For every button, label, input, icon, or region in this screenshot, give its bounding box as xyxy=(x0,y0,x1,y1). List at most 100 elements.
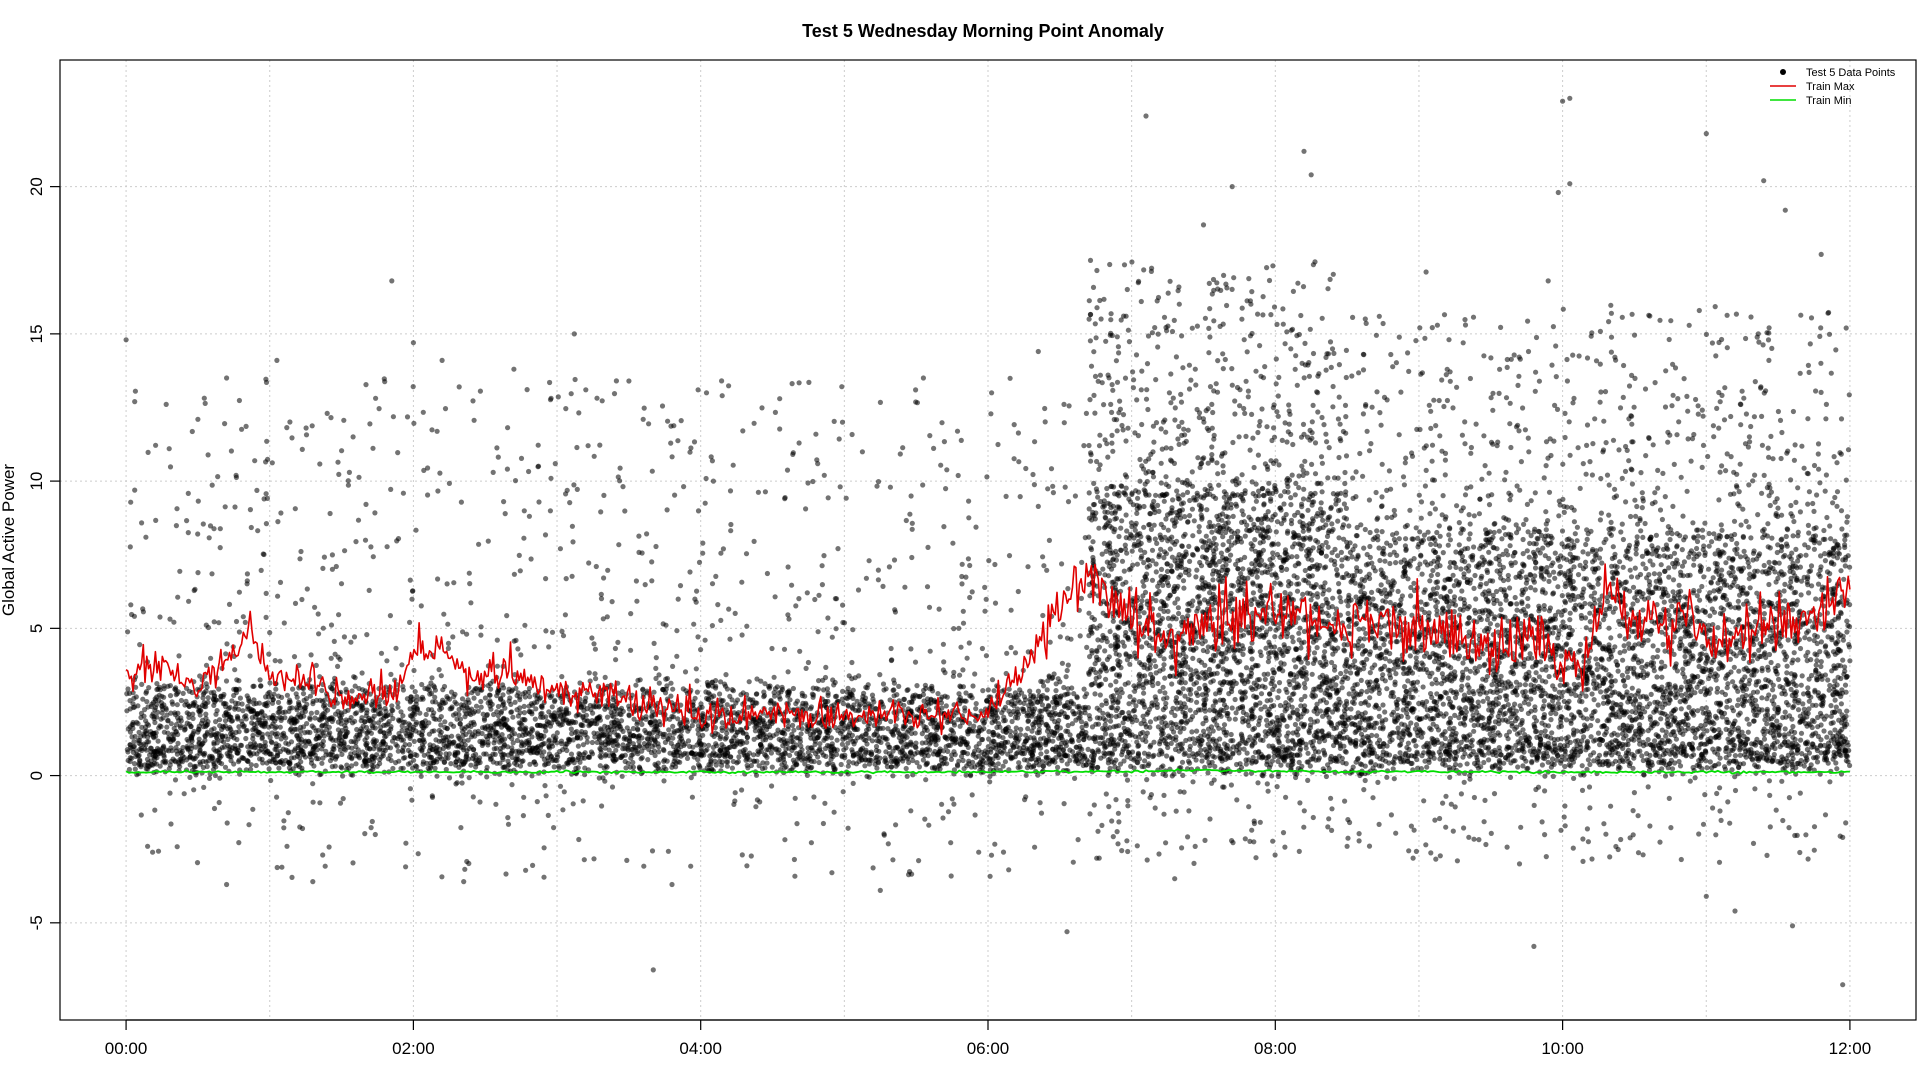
data-point xyxy=(429,675,434,680)
data-point xyxy=(203,734,208,739)
data-point xyxy=(860,449,865,454)
data-point xyxy=(543,728,548,733)
data-point xyxy=(1010,719,1015,724)
data-point xyxy=(920,482,925,487)
data-point xyxy=(642,406,647,411)
data-point xyxy=(974,701,979,706)
data-point xyxy=(577,752,582,757)
data-point xyxy=(740,741,745,746)
data-point xyxy=(894,759,899,764)
data-point xyxy=(696,752,701,757)
data-point xyxy=(238,696,243,701)
data-point xyxy=(725,686,730,691)
data-point xyxy=(977,761,982,766)
data-point xyxy=(758,730,763,735)
data-point xyxy=(963,690,968,695)
data-point xyxy=(636,534,641,539)
data-point xyxy=(156,739,161,744)
data-point xyxy=(152,720,157,725)
data-point xyxy=(1032,845,1037,850)
data-point xyxy=(124,691,129,696)
data-point xyxy=(455,750,460,755)
data-point xyxy=(967,640,972,645)
data-point xyxy=(945,720,950,725)
data-point xyxy=(909,493,914,498)
data-point xyxy=(581,798,586,803)
data-point xyxy=(941,667,946,672)
data-point xyxy=(581,708,586,713)
data-point xyxy=(892,557,897,562)
data-point xyxy=(1071,711,1076,716)
data-point xyxy=(605,715,610,720)
data-point xyxy=(986,687,991,692)
data-point xyxy=(613,657,618,662)
data-point xyxy=(840,754,845,759)
data-point xyxy=(192,765,197,770)
data-point xyxy=(373,743,378,748)
data-point xyxy=(874,748,879,753)
data-point xyxy=(1022,694,1027,699)
data-point xyxy=(538,711,543,716)
data-point xyxy=(500,737,505,742)
data-point xyxy=(413,722,418,727)
data-point xyxy=(483,695,488,700)
data-point xyxy=(840,620,845,625)
data-point xyxy=(425,492,430,497)
data-point xyxy=(590,711,595,716)
data-point xyxy=(756,490,761,495)
data-point xyxy=(851,688,856,693)
data-point xyxy=(555,754,560,759)
data-point xyxy=(570,539,575,544)
data-point xyxy=(304,721,309,726)
data-point xyxy=(521,795,526,800)
data-point xyxy=(400,728,405,733)
data-point xyxy=(1045,687,1050,692)
data-point xyxy=(279,736,284,741)
data-point xyxy=(154,730,159,735)
data-point xyxy=(151,753,156,758)
data-point xyxy=(733,611,738,616)
data-point xyxy=(900,753,905,758)
data-point xyxy=(129,734,134,739)
data-point xyxy=(850,696,855,701)
data-point xyxy=(846,764,851,769)
data-point xyxy=(263,750,268,755)
data-point xyxy=(553,461,558,466)
data-point xyxy=(753,804,758,809)
data-point xyxy=(792,874,797,879)
data-point xyxy=(570,574,575,579)
data-point xyxy=(935,691,940,696)
data-point xyxy=(961,621,966,626)
data-point xyxy=(237,629,242,634)
data-point xyxy=(321,626,326,631)
data-point xyxy=(137,642,142,647)
data-point xyxy=(675,728,680,733)
data-point xyxy=(951,626,956,631)
data-point xyxy=(296,745,301,750)
data-point xyxy=(1064,674,1069,679)
data-point xyxy=(445,581,450,586)
data-point xyxy=(273,687,278,692)
data-point xyxy=(613,748,618,753)
data-point xyxy=(288,727,293,732)
data-point xyxy=(427,688,432,693)
data-point xyxy=(904,744,909,749)
data-point xyxy=(304,425,309,430)
data-point xyxy=(944,744,949,749)
data-point xyxy=(817,741,822,746)
data-point xyxy=(473,686,478,691)
data-point xyxy=(267,680,272,685)
data-point xyxy=(292,755,297,760)
data-point xyxy=(333,652,338,657)
data-point xyxy=(955,763,960,768)
data-point xyxy=(816,629,821,634)
data-point xyxy=(576,744,581,749)
data-point xyxy=(1065,586,1070,591)
data-point xyxy=(720,720,725,725)
data-point xyxy=(689,775,694,780)
data-point xyxy=(782,765,787,770)
data-point xyxy=(644,531,649,536)
data-point xyxy=(337,741,342,746)
data-point xyxy=(369,754,374,759)
data-point xyxy=(309,711,314,716)
